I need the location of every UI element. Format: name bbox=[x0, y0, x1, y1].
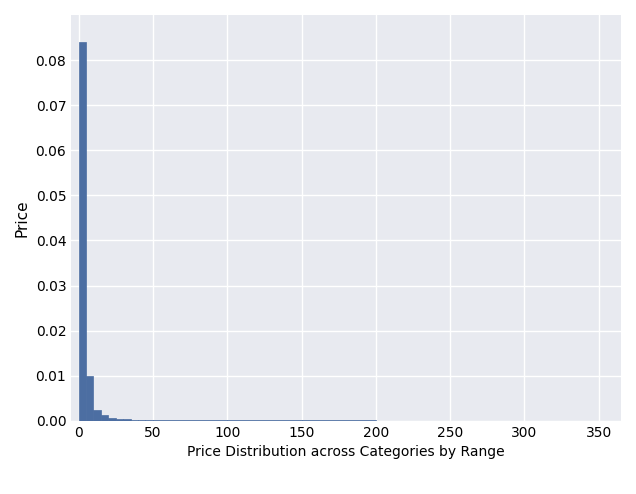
Bar bbox=[123, 419, 130, 421]
Bar bbox=[130, 420, 138, 421]
Y-axis label: Price: Price bbox=[15, 199, 30, 237]
Bar bbox=[93, 410, 101, 421]
X-axis label: Price Distribution across Categories by Range: Price Distribution across Categories by … bbox=[187, 445, 505, 459]
Bar bbox=[116, 419, 123, 421]
Bar bbox=[79, 42, 86, 421]
Bar bbox=[101, 415, 108, 421]
Bar bbox=[108, 418, 116, 421]
Bar bbox=[86, 376, 93, 421]
